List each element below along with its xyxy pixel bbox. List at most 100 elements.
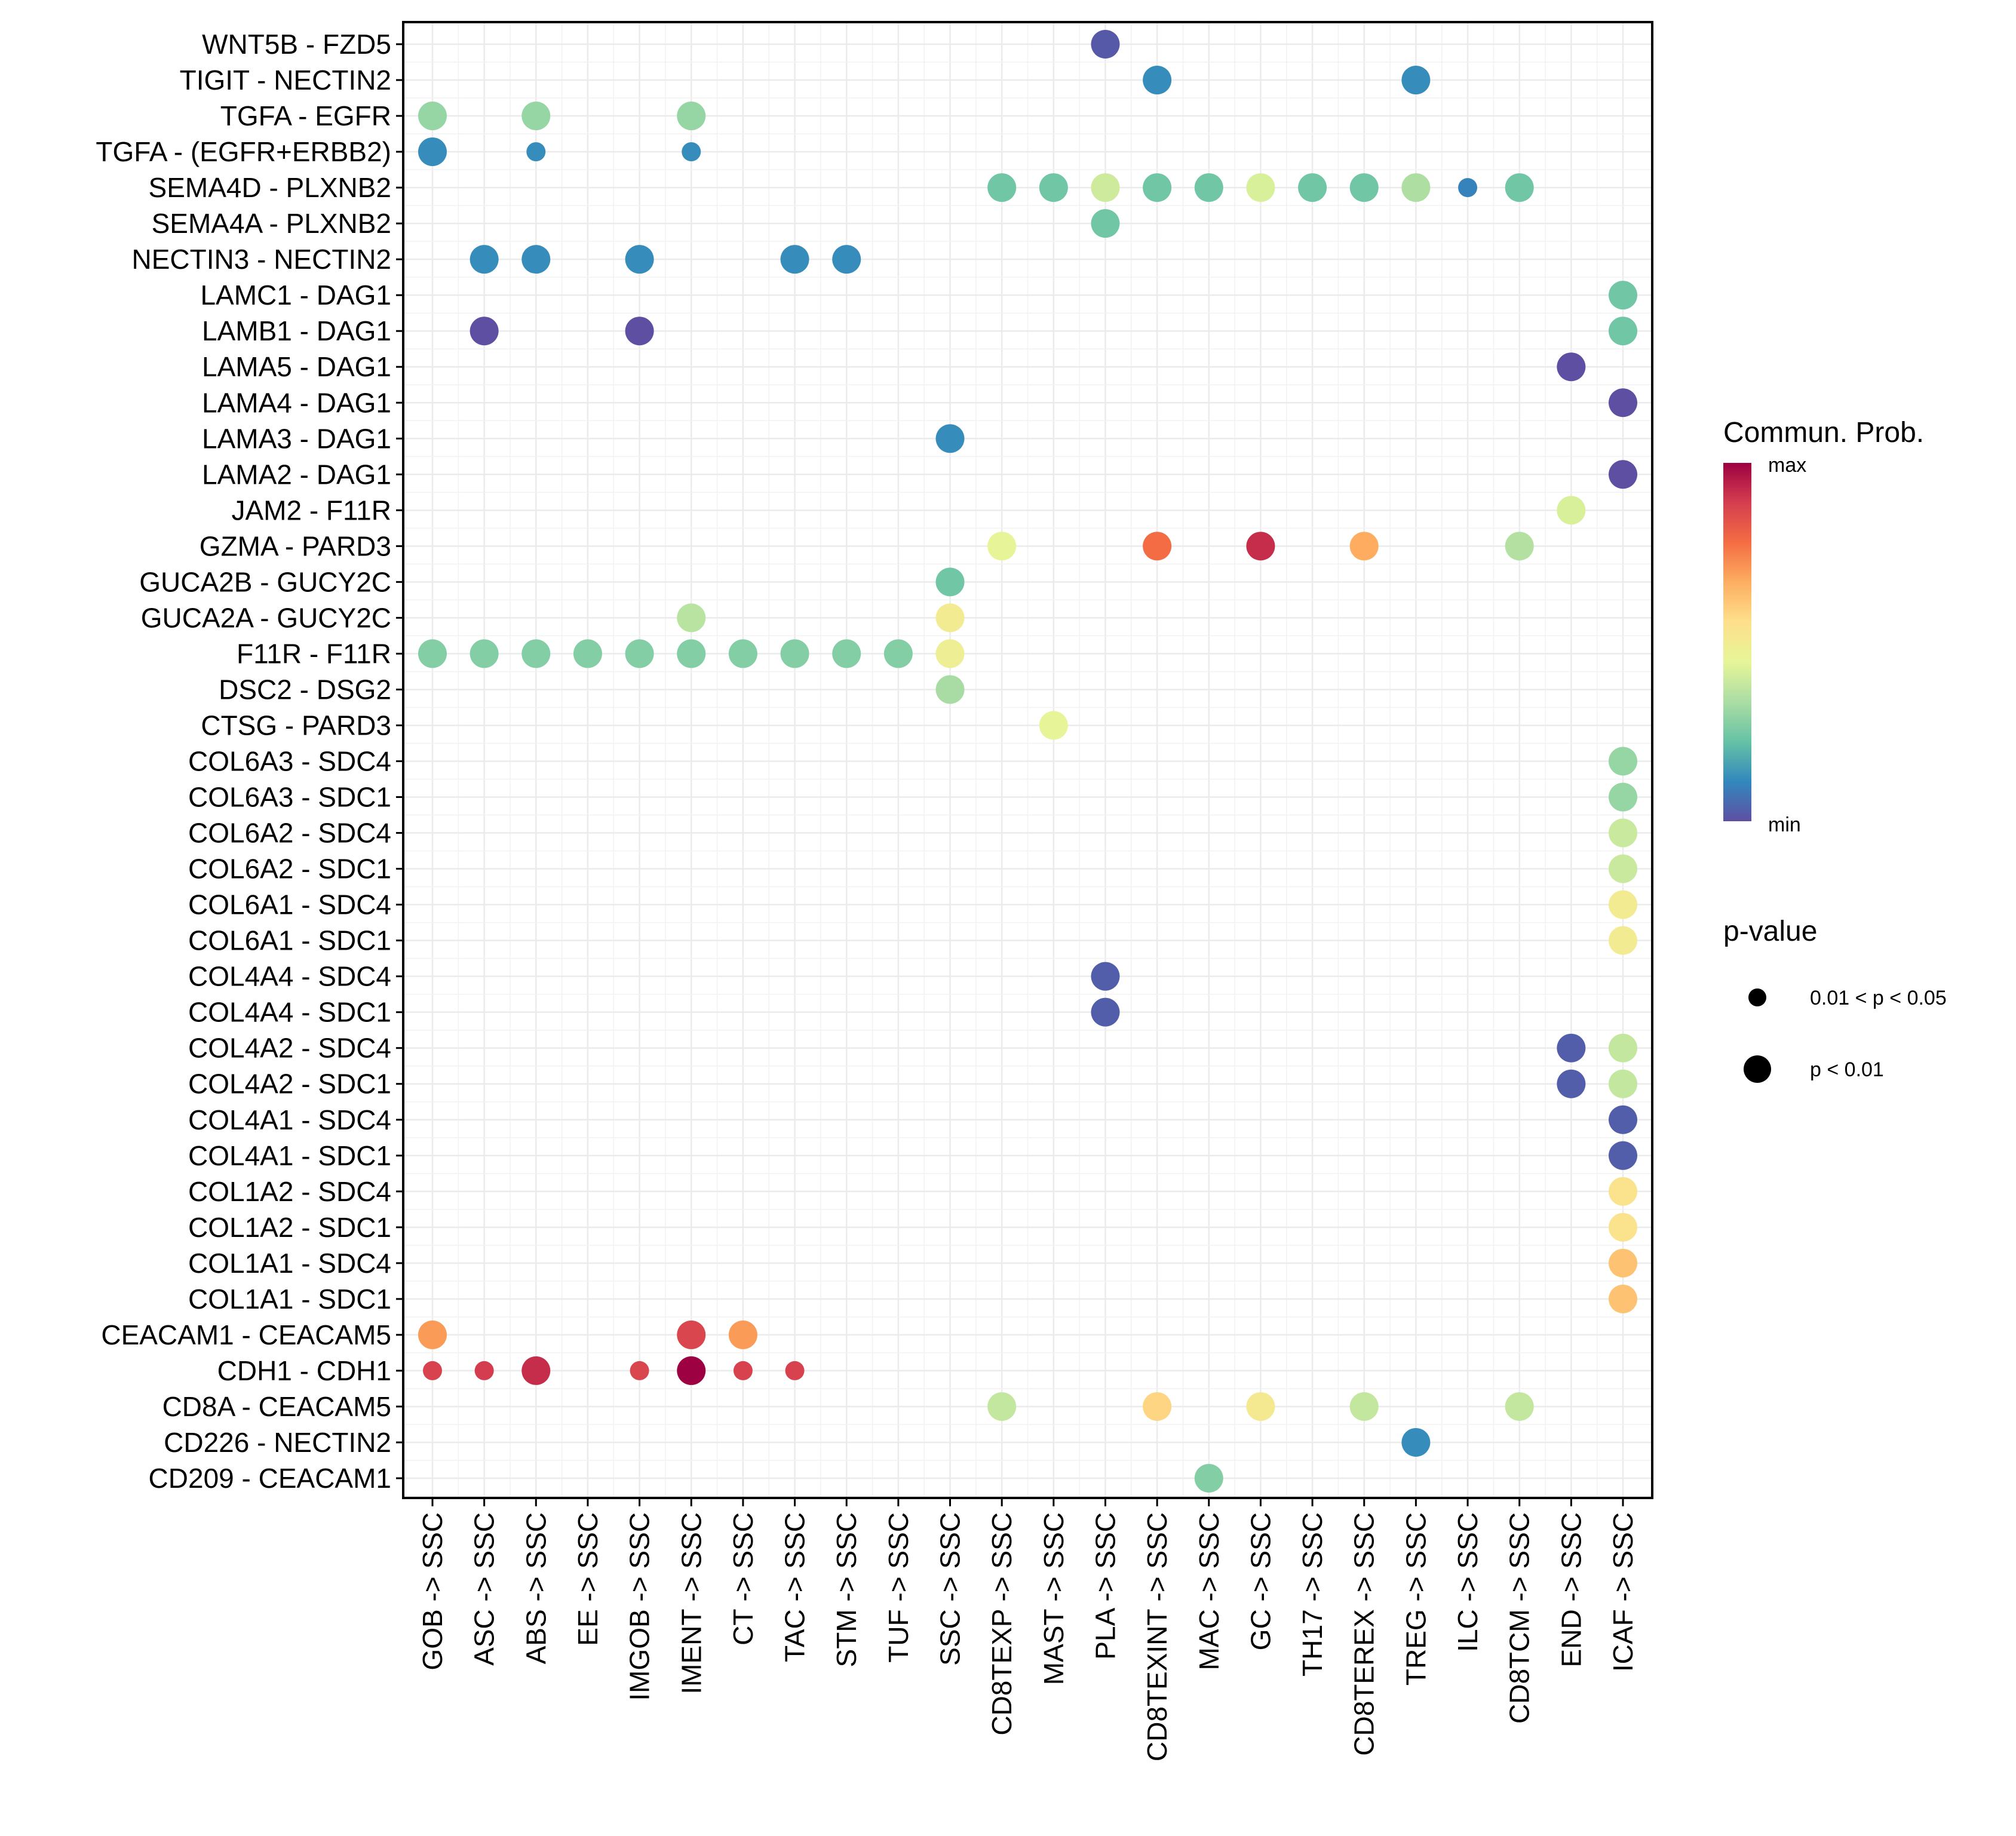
data-point bbox=[987, 173, 1017, 202]
data-point bbox=[1609, 388, 1637, 417]
data-point bbox=[1143, 66, 1172, 95]
size-legend-small-label: 0.01 < p < 0.05 bbox=[1810, 987, 1947, 1009]
data-point bbox=[625, 245, 654, 274]
y-tick-label: TGFA - (EGFR+ERBB2) bbox=[96, 136, 391, 167]
y-tick-label: CD8A - CEACAM5 bbox=[162, 1391, 391, 1422]
data-point bbox=[1194, 173, 1223, 202]
x-tick-label: ILC -> SSC bbox=[1452, 1512, 1483, 1652]
data-point bbox=[1609, 460, 1637, 489]
data-point bbox=[1091, 962, 1120, 991]
data-point bbox=[1505, 1392, 1534, 1421]
data-point bbox=[1091, 209, 1120, 238]
data-point bbox=[682, 142, 701, 162]
data-point bbox=[1246, 1392, 1275, 1421]
data-point bbox=[728, 639, 757, 668]
y-tick-label: GUCA2A - GUCY2C bbox=[141, 602, 391, 633]
data-point bbox=[470, 639, 499, 668]
data-point bbox=[1557, 496, 1586, 525]
data-point bbox=[1091, 30, 1120, 59]
y-axis: WNT5B - FZD5 TIGIT - NECTIN2 TGFA - EGFR TG… bbox=[96, 29, 403, 1494]
y-tick-label: NECTIN3 - NECTIN2 bbox=[132, 244, 391, 275]
y-tick-label: COL4A2 - SDC1 bbox=[188, 1069, 391, 1100]
y-tick-label: F11R - F11R bbox=[237, 638, 391, 669]
data-point bbox=[1609, 818, 1637, 848]
data-point bbox=[526, 142, 546, 162]
data-point bbox=[1194, 1464, 1223, 1493]
data-point bbox=[625, 639, 654, 668]
data-point bbox=[521, 1356, 551, 1385]
y-tick-label: COL4A1 - SDC4 bbox=[188, 1104, 391, 1135]
y-tick-label: COL6A1 - SDC1 bbox=[188, 925, 391, 956]
y-tick-label: COL6A3 - SDC1 bbox=[188, 782, 391, 813]
data-point bbox=[1609, 317, 1637, 346]
data-point bbox=[1091, 173, 1120, 202]
data-point bbox=[423, 1361, 442, 1380]
data-point bbox=[677, 603, 706, 633]
x-tick-label: EE -> SSC bbox=[572, 1512, 603, 1646]
data-point bbox=[780, 639, 809, 668]
data-point bbox=[1609, 1141, 1637, 1170]
data-point bbox=[418, 1320, 447, 1349]
data-point bbox=[1609, 1033, 1637, 1063]
colorbar-max-label: max bbox=[1768, 454, 1806, 477]
data-point bbox=[1609, 1212, 1637, 1242]
data-point bbox=[935, 603, 965, 633]
data-point bbox=[1505, 532, 1534, 561]
data-point bbox=[1557, 1069, 1586, 1098]
data-point bbox=[1557, 1033, 1586, 1063]
size-legend-title: p-value bbox=[1723, 916, 1817, 947]
x-tick-label: TH17 -> SSC bbox=[1297, 1512, 1328, 1677]
data-point bbox=[1609, 1284, 1637, 1313]
data-point bbox=[1609, 1105, 1637, 1134]
y-tick-label: COL6A3 - SDC4 bbox=[188, 746, 391, 777]
x-tick-label: IMGOB -> SSC bbox=[624, 1512, 655, 1701]
data-point bbox=[521, 639, 551, 668]
data-point bbox=[987, 532, 1017, 561]
x-axis: GOB -> SSC ASC -> SSC ABS -> SSC EE -> SSC I… bbox=[417, 1498, 1638, 1761]
y-tick-label: COL6A1 - SDC4 bbox=[188, 889, 391, 920]
y-tick-label: COL1A1 - SDC1 bbox=[188, 1284, 391, 1315]
data-point bbox=[935, 567, 965, 597]
y-tick-label: CD209 - CEACAM1 bbox=[149, 1463, 391, 1494]
data-point bbox=[1458, 178, 1478, 198]
data-point bbox=[625, 317, 654, 346]
data-point bbox=[780, 245, 809, 274]
data-point bbox=[1609, 782, 1637, 812]
y-tick-label: COL6A2 - SDC1 bbox=[188, 853, 391, 885]
x-tick-label: ABS -> SSC bbox=[520, 1512, 551, 1664]
data-point bbox=[470, 245, 499, 274]
y-tick-label: TIGIT - NECTIN2 bbox=[180, 65, 391, 96]
data-point bbox=[935, 639, 965, 668]
y-tick-label: LAMC1 - DAG1 bbox=[200, 280, 391, 311]
data-point bbox=[1349, 532, 1379, 561]
data-point bbox=[1143, 173, 1172, 202]
data-point bbox=[733, 1361, 753, 1380]
x-tick-label: CD8TEXINT -> SSC bbox=[1142, 1512, 1173, 1761]
data-point bbox=[1505, 173, 1534, 202]
x-tick-label: TREG -> SSC bbox=[1400, 1512, 1431, 1685]
y-tick-label: LAMA2 - DAG1 bbox=[202, 459, 391, 490]
data-point bbox=[1143, 1392, 1172, 1421]
x-tick-label: CD8TCM -> SSC bbox=[1504, 1512, 1535, 1724]
y-tick-label: GUCA2B - GUCY2C bbox=[139, 566, 391, 597]
data-point bbox=[832, 245, 861, 274]
y-tick-label: LAMB1 - DAG1 bbox=[202, 315, 391, 346]
x-tick-label: STM -> SSC bbox=[831, 1512, 862, 1667]
y-tick-label: COL4A1 - SDC1 bbox=[188, 1140, 391, 1171]
data-point bbox=[474, 1361, 494, 1380]
panel-border bbox=[402, 21, 1653, 1499]
y-tick-label: GZMA - PARD3 bbox=[200, 530, 391, 561]
data-point bbox=[1091, 997, 1120, 1027]
data-point bbox=[677, 102, 706, 131]
data-point bbox=[1609, 1248, 1637, 1278]
data-point bbox=[935, 675, 965, 704]
y-tick-label: COL1A1 - SDC4 bbox=[188, 1248, 391, 1279]
data-point bbox=[1401, 66, 1431, 95]
size-legend-small-dot bbox=[1748, 988, 1766, 1006]
y-tick-label: CTSG - PARD3 bbox=[201, 710, 391, 741]
y-tick-label: LAMA4 - DAG1 bbox=[202, 387, 391, 418]
x-tick-label: END -> SSC bbox=[1555, 1512, 1587, 1667]
x-tick-label: CT -> SSC bbox=[728, 1512, 759, 1645]
x-tick-label: ASC -> SSC bbox=[469, 1512, 500, 1666]
x-tick-label: CD8TEXP -> SSC bbox=[986, 1512, 1017, 1736]
